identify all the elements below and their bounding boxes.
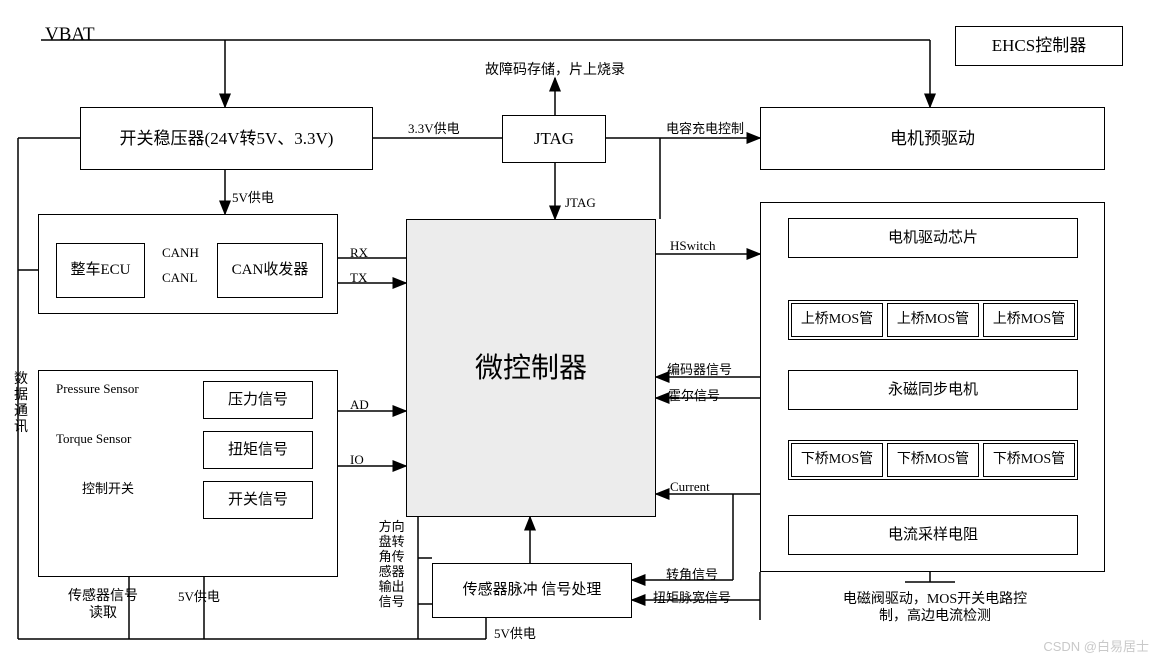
node-mcu: 微控制器 (406, 219, 656, 517)
edge-label-io: IO (350, 452, 364, 468)
label-vbat: VBAT (45, 24, 95, 47)
edge-label-angle_sig: 转角信号 (666, 567, 718, 583)
node-can_tx: CAN收发器 (217, 243, 323, 298)
label-fault-flash: 故障码存储，片上烧录 (485, 63, 625, 80)
diagram-root: { "canvas": { "w": 1157, "h": 659, "back… (0, 0, 1157, 659)
node-lmos1: 下桥MOS管 (791, 443, 883, 477)
node-umos1: 上桥MOS管 (791, 303, 883, 337)
label-sensor-read: 传感器信号 读取 (68, 589, 138, 623)
node-ehcs_box: EHCS控制器 (955, 26, 1123, 66)
edge-label-current: Current (670, 479, 710, 495)
node-predrive: 电机预驱动 (760, 107, 1105, 170)
edge-label-hall: 霍尔信号 (668, 388, 720, 404)
label-emag: 电磁阀驱动，MOS开关电路控 制，高边电流检测 (843, 592, 1027, 626)
edge-label-supply_5v_b: 5V供电 (178, 589, 220, 605)
edge-label-canh: CANH (162, 245, 199, 261)
node-pmsm: 永磁同步电机 (788, 370, 1078, 410)
watermark: CSDN @白易居士 (1043, 636, 1149, 655)
edge-label-supply_3v3: 3.3V供电 (408, 121, 460, 137)
node-jtag: JTAG (502, 115, 606, 163)
node-regulator: 开关稳压器(24V转5V、3.3V) (80, 107, 373, 170)
node-switch_sig: 开关信号 (203, 481, 313, 519)
node-pressure: 压力信号 (203, 381, 313, 419)
node-pulse: 传感器脉冲 信号处理 (432, 563, 632, 618)
node-lmos3: 下桥MOS管 (983, 443, 1075, 477)
edge-label-supply_5v_a: 5V供电 (232, 190, 274, 206)
node-umos3: 上桥MOS管 (983, 303, 1075, 337)
edge-label-tx: TX (350, 270, 367, 286)
label-datacomm: 数 据 通 讯 (14, 372, 28, 436)
edge-label-cap_charge: 电容充电控制 (666, 121, 744, 137)
label-steering: 方向 盘转 角传 感器 输出 信号 (378, 520, 405, 610)
edge-label-jtag_small: JTAG (565, 195, 596, 211)
node-shunt: 电流采样电阻 (788, 515, 1078, 555)
edge-label-rx: RX (350, 245, 368, 261)
edge-label-hswitch: HSwitch (670, 238, 716, 254)
edge-label-pwm_sig: 扭矩脉宽信号 (653, 590, 731, 606)
node-ecu: 整车ECU (56, 243, 145, 298)
node-umos2: 上桥MOS管 (887, 303, 979, 337)
edge-label-supply_5v_c: 5V供电 (494, 626, 536, 642)
node-lmos2: 下桥MOS管 (887, 443, 979, 477)
node-drv_chip: 电机驱动芯片 (788, 218, 1078, 258)
edge-label-ad: AD (350, 397, 369, 413)
edge-label-pressure_sensor: Pressure Sensor (56, 381, 139, 397)
node-torque: 扭矩信号 (203, 431, 313, 469)
edge-label-encoder: 编码器信号 (667, 362, 732, 378)
edge-label-canl: CANL (162, 270, 197, 286)
edge-label-ctrl_switch: 控制开关 (82, 481, 134, 497)
edge-label-torque_sensor: Torque Sensor (56, 431, 131, 447)
